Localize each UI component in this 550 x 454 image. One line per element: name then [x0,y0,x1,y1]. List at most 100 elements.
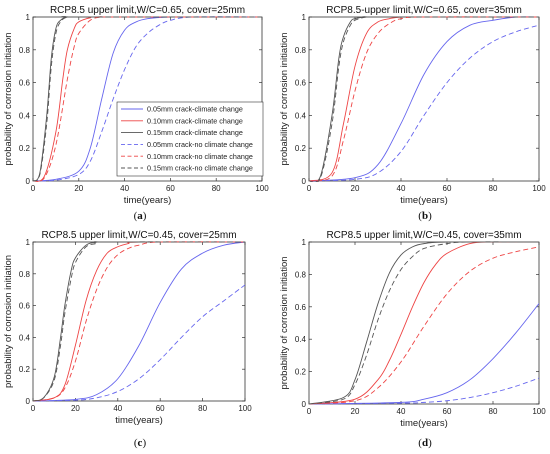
plot-frame [308,16,540,182]
series-line-4 [33,241,245,402]
y-tick-label: 0.8 [19,46,31,55]
panel-label-open: ( [134,437,138,449]
legend-entry: 0.15mm crack-no climate change [147,164,253,173]
series-line-5 [309,16,539,182]
x-tick-label: 0 [31,404,36,413]
x-tick-label: 40 [397,184,406,193]
chart-panel-1: RCP8.5-upper limit,W/C=0.65, cover=35mm 0… [279,5,546,222]
y-tick-label: 0.4 [19,111,31,120]
y-tick-label: 0.4 [295,111,307,120]
series-line-5 [309,241,539,405]
legend-entry: 0.10mm crack-climate change [147,116,243,125]
panel-label: (d) [418,437,432,449]
chart-title: RCP8.5 upper limit,W/C=0.65, cover=25mm [50,5,245,16]
series-line-5 [33,241,245,402]
y-tick-label: 1 [302,238,307,247]
series-line-2 [309,241,539,405]
series-line-3 [309,377,539,405]
panel-label-close: ) [142,437,146,449]
y-tick-label: 0.4 [19,333,31,342]
series-line-0 [33,241,245,402]
y-axis-label: probability of corrosion initiation [3,255,14,388]
series-line-0 [309,16,539,182]
series-line-0 [309,303,539,405]
x-tick-label: 0 [31,184,36,193]
y-tick-label: 0.2 [295,144,307,153]
chart-panel-0: RCP8.5 upper limit,W/C=0.65, cover=25mm 0… [3,5,269,222]
y-tick-label: 0.8 [295,46,307,55]
panel-label-letter: b [422,210,428,222]
x-axis-label: time(years) [124,195,172,206]
series-line-4 [309,246,539,405]
plot-frame [32,241,246,402]
x-tick-label: 0 [307,184,312,193]
series-line-4 [33,16,262,182]
x-tick-label: 80 [489,407,498,416]
x-tick-label: 80 [198,404,207,413]
x-tick-label: 20 [74,184,83,193]
series-line-3 [309,24,539,182]
y-tick-label: 1 [302,13,307,22]
x-tick-label: 40 [113,404,122,413]
x-tick-label: 60 [443,407,452,416]
chart-title: RCP8.5 upper limit,W/C=0.45, cover=25mm [41,230,236,241]
x-tick-label: 60 [443,184,452,193]
panel-label-close: ) [428,210,432,222]
y-axis-label: probability of corrosion initiation [279,32,290,165]
x-tick-label: 20 [351,407,360,416]
y-tick-label: 0.8 [295,270,307,279]
x-tick-label: 80 [489,184,498,193]
y-tick-label: 0.2 [295,368,307,377]
y-tick-label: 0.4 [295,335,307,344]
y-tick-label: 0 [26,397,31,406]
y-tick-label: 0 [302,177,307,186]
y-tick-label: 0.6 [295,303,307,312]
legend-entry: 0.05mm crack-climate change [147,105,243,114]
panel-label-close: ) [428,437,432,449]
y-tick-label: 0.6 [19,79,31,88]
series-line-4 [309,16,539,182]
panel-label-close: ) [143,210,147,222]
legend-box [116,101,264,177]
legend-entry: 0.05mm crack-no climate change [147,140,253,149]
y-axis-label: probability of corrosion initiation [3,32,14,165]
x-tick-label: 100 [532,407,546,416]
y-tick-label: 0 [26,177,31,186]
y-tick-label: 0.6 [295,79,307,88]
y-tick-label: 0.8 [19,270,31,279]
x-tick-label: 20 [71,404,80,413]
y-tick-label: 1 [26,238,31,247]
legend: 0.05mm crack-climate change 0.10mm crack-… [116,101,264,177]
plot-frame [308,241,540,405]
legend-entry: 0.10mm crack-no climate change [147,152,253,161]
panel-label-letter: d [422,437,428,449]
x-tick-label: 100 [532,184,546,193]
panel-label-letter: a [137,210,143,222]
y-tick-label: 0.2 [19,365,31,374]
x-tick-label: 100 [255,184,269,193]
y-tick-label: 0.6 [19,302,31,311]
x-tick-label: 60 [166,184,175,193]
panel-label-open: ( [418,437,422,449]
x-tick-label: 40 [397,407,406,416]
panel-label: (c) [134,437,147,449]
chart-panel-2: RCP8.5 upper limit,W/C=0.45, cover=25mm 0… [3,230,252,449]
panel-label: (a) [134,210,147,222]
x-tick-label: 100 [238,404,252,413]
chart-title: RCP8.5 upper limit,W/C=0.45, cover=35mm [326,230,521,241]
y-axis-label: probability of corrosion initiation [279,256,290,389]
y-tick-label: 1 [26,13,31,22]
x-tick-label: 0 [307,407,312,416]
x-tick-label: 60 [156,404,165,413]
panel-label-letter: c [138,437,143,449]
series-line-3 [33,284,245,402]
x-tick-label: 40 [120,184,129,193]
x-axis-label: time(years) [115,415,163,426]
y-tick-label: 0.2 [19,144,31,153]
y-tick-label: 0 [302,400,307,409]
panel-label-open: ( [134,210,138,222]
chart-title: RCP8.5-upper limit,W/C=0.65, cover=35mm [326,5,522,16]
x-axis-label: time(years) [400,195,448,206]
panel-label-open: ( [418,210,422,222]
